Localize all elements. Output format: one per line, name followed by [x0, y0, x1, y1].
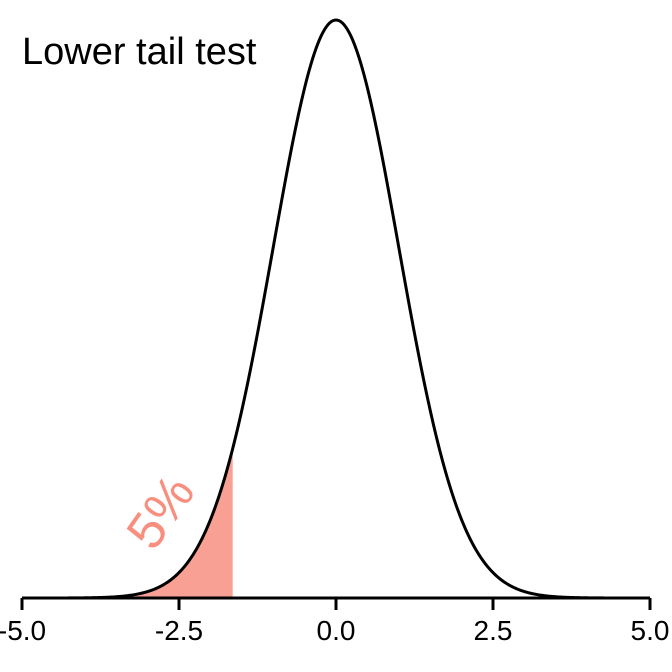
x-tick-label: 5.0 — [631, 615, 670, 646]
shaded-percent-label: 5% — [116, 465, 207, 560]
x-tick-label: 2.5 — [474, 615, 513, 646]
lower-tail-shaded-region — [22, 448, 233, 598]
chart-title: Lower tail test — [22, 31, 257, 73]
x-tick-label: 0.0 — [317, 615, 356, 646]
x-axis-ticks: -5.0 -2.5 0.0 2.5 5.0 — [0, 598, 669, 646]
x-tick-label: -2.5 — [155, 615, 203, 646]
density-curve — [22, 18, 650, 600]
x-tick-label: -5.0 — [0, 615, 46, 646]
